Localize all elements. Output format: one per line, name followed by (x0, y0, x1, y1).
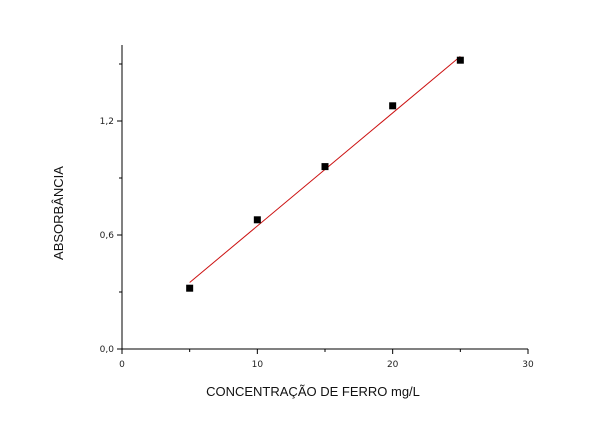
data-point (321, 163, 329, 171)
ticks (117, 63, 529, 354)
y-tick-label: 0,6 (100, 231, 115, 241)
x-tick-label: 30 (522, 360, 534, 370)
data-point (253, 216, 261, 224)
data-points (186, 56, 464, 292)
y-axis-title: ABSORBÂNCIA (51, 166, 66, 260)
x-tick-label: 0 (119, 360, 125, 370)
data-point (456, 56, 464, 64)
data-point (186, 284, 194, 292)
y-tick-label: 1,2 (100, 117, 114, 127)
data-point (389, 102, 397, 110)
y-tick-label: 0,0 (100, 345, 115, 355)
tick-labels: 0 10 20 30 0,0 0,6 1,2 (100, 117, 534, 370)
x-tick-label: 20 (387, 360, 399, 370)
axes (121, 45, 528, 350)
x-axis-title: CONCENTRAÇÃO DE FERRO mg/L (206, 384, 420, 399)
x-tick-label: 10 (252, 360, 264, 370)
